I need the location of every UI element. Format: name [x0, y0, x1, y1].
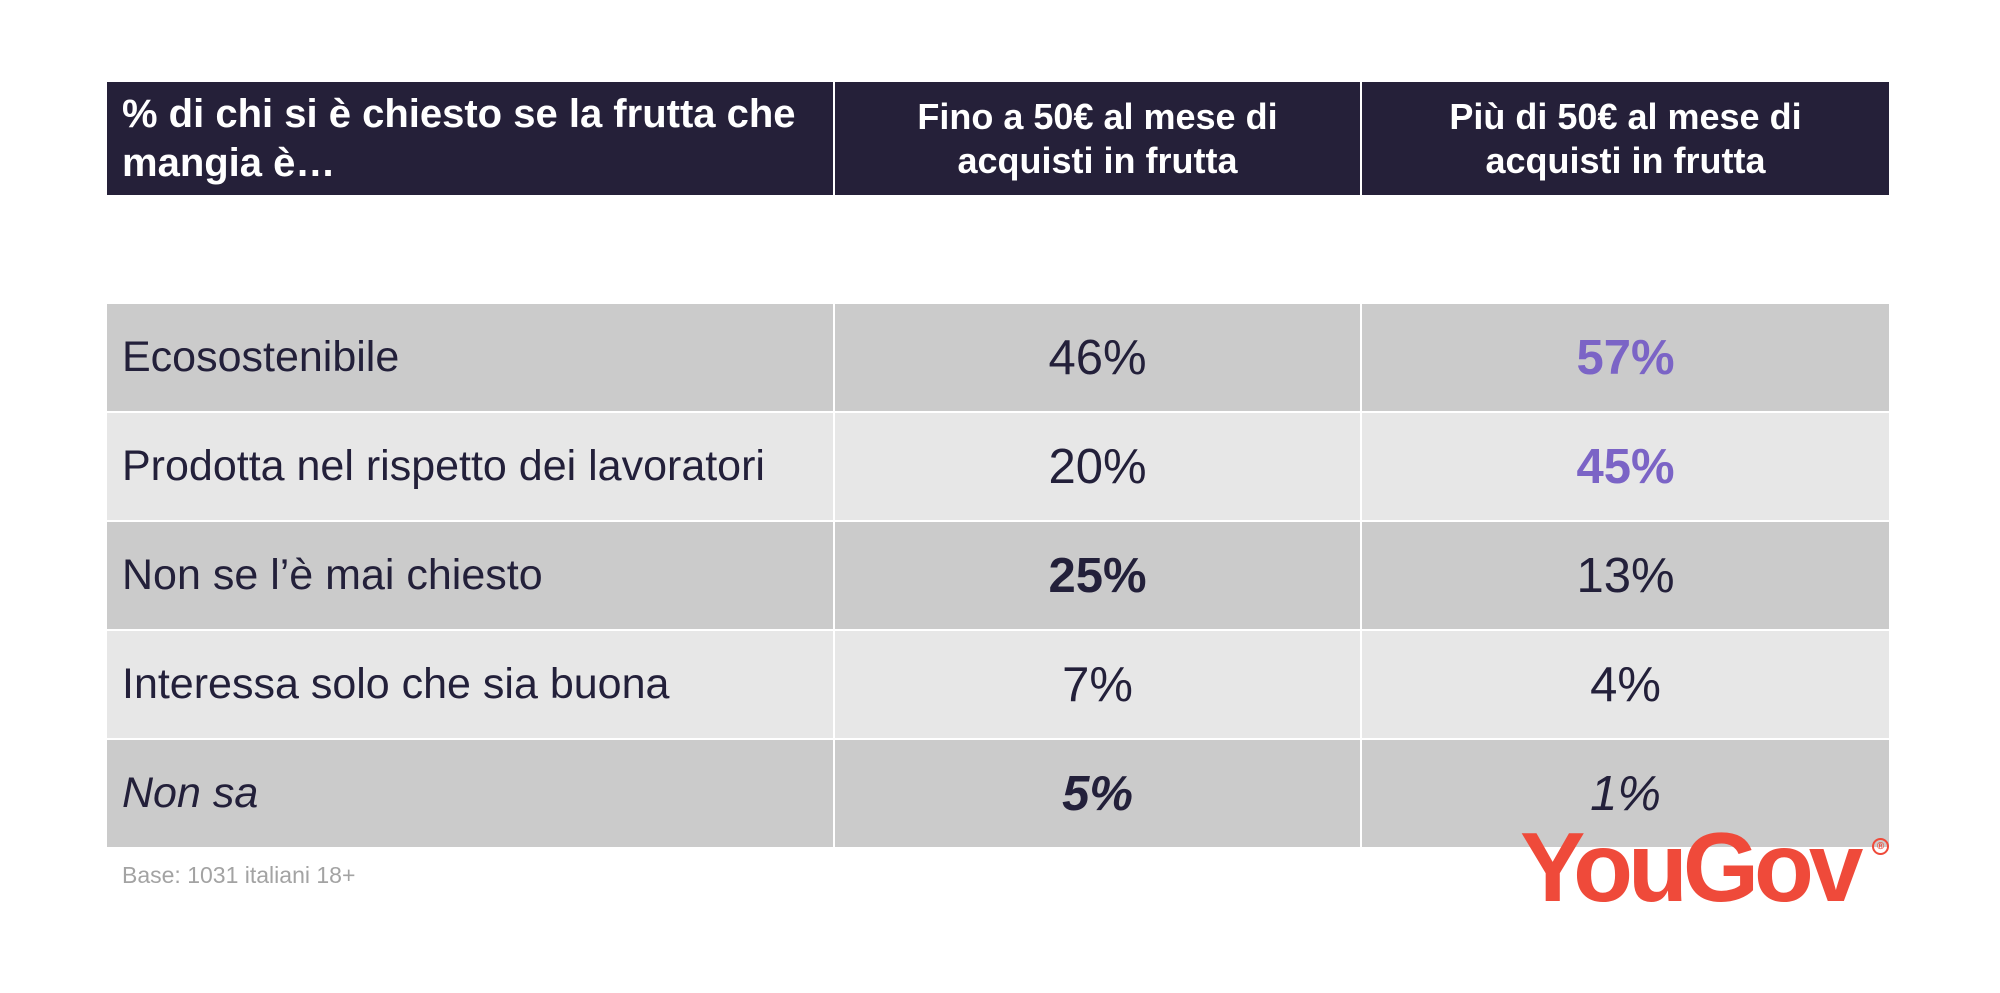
row-label: Non se l’è mai chiesto: [107, 521, 835, 631]
cell-value: 1%: [1361, 739, 1889, 847]
table-row: Interessa solo che sia buona 7% 4%: [107, 630, 1889, 740]
cell-value: 4%: [1361, 630, 1889, 740]
cell-value: 7%: [834, 630, 1362, 740]
row-label: Ecosostenibile: [107, 303, 835, 413]
table-row: Ecosostenibile 46% 57%: [107, 303, 1889, 413]
cell-value: 57%: [1361, 303, 1889, 413]
results-table: % di chi si è chiesto se la frutta che m…: [107, 82, 1889, 847]
table-row: Non sa 5% 1%: [107, 739, 1889, 847]
row-label: Prodotta nel rispetto dei lavoratori: [107, 412, 835, 522]
table-row: Non se l’è mai chiesto 25% 13%: [107, 521, 1889, 631]
cell-value: 25%: [834, 521, 1362, 631]
row-label: Interessa solo che sia buona: [107, 630, 835, 740]
cell-value: 46%: [834, 303, 1362, 413]
base-note: Base: 1031 italiani 18+: [122, 862, 356, 888]
header-row: % di chi si è chiesto se la frutta che m…: [107, 82, 1889, 195]
column-header-up-to-50: Fino a 50€ al mese di acquisti in frutta: [834, 82, 1362, 195]
question-header: % di chi si è chiesto se la frutta che m…: [107, 82, 835, 195]
row-label: Non sa: [107, 739, 835, 847]
registered-mark-icon: ®: [1872, 838, 1889, 855]
cell-value: 20%: [834, 412, 1362, 522]
table-row: Prodotta nel rispetto dei lavoratori 20%…: [107, 412, 1889, 522]
cell-value: 5%: [834, 739, 1362, 847]
cell-value: 45%: [1361, 412, 1889, 522]
cell-value: 13%: [1361, 521, 1889, 631]
column-header-over-50: Più di 50€ al mese di acquisti in frutta: [1361, 82, 1889, 195]
yougov-logo: YouGov: [1520, 812, 1863, 922]
